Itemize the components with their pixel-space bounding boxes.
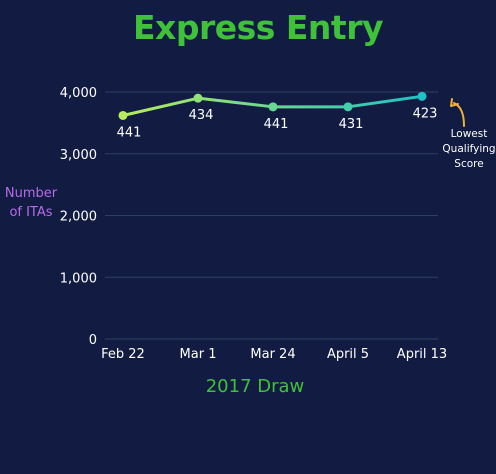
y-tick-labels: 0 1,000 2,000 3,000 4,000 [60, 86, 97, 348]
data-label: 441 [264, 117, 289, 132]
annotation-arrowhead [450, 98, 459, 107]
x-axis-label: 2017 Draw [205, 376, 305, 397]
x-tick-label: Feb 22 [101, 347, 145, 362]
data-point [268, 102, 278, 112]
grid-layer [105, 91, 438, 340]
y-axis-label-line1: Number [4, 186, 58, 201]
annotation-line2: Qualifying [442, 143, 496, 155]
x-tick-label: Mar 1 [180, 347, 217, 362]
data-label: 434 [189, 108, 214, 123]
y-axis-label-line2: of ITAs [9, 205, 53, 220]
x-tick-label: April 5 [327, 347, 369, 362]
chart-title: Express Entry [133, 8, 383, 47]
y-axis-label: Number of ITAs [0, 184, 62, 222]
data-labels: 441 434 441 431 423 [117, 106, 438, 140]
annotation-line1: Lowest [450, 128, 488, 140]
y-tick-label: 0 [89, 333, 97, 348]
data-label: 441 [117, 125, 142, 140]
data-point [417, 91, 427, 101]
x-tick-labels: Feb 22 Mar 1 Mar 24 April 5 April 13 [101, 347, 447, 362]
data-point [118, 110, 128, 120]
data-point [343, 102, 353, 112]
y-tick-label: 2,000 [60, 210, 97, 225]
data-point [193, 93, 203, 103]
y-tick-label: 4,000 [60, 86, 97, 101]
y-tick-label: 3,000 [60, 148, 97, 163]
annotation-arrow [453, 102, 465, 127]
data-label: 423 [413, 106, 438, 121]
x-tick-label: Mar 24 [250, 347, 295, 362]
data-points [118, 91, 427, 120]
data-label: 431 [339, 117, 364, 132]
annotation-line3: Score [454, 158, 484, 170]
annotation-text: Lowest Qualifying Score [440, 127, 496, 172]
x-tick-label: April 13 [397, 347, 447, 362]
y-tick-label: 1,000 [60, 271, 97, 286]
